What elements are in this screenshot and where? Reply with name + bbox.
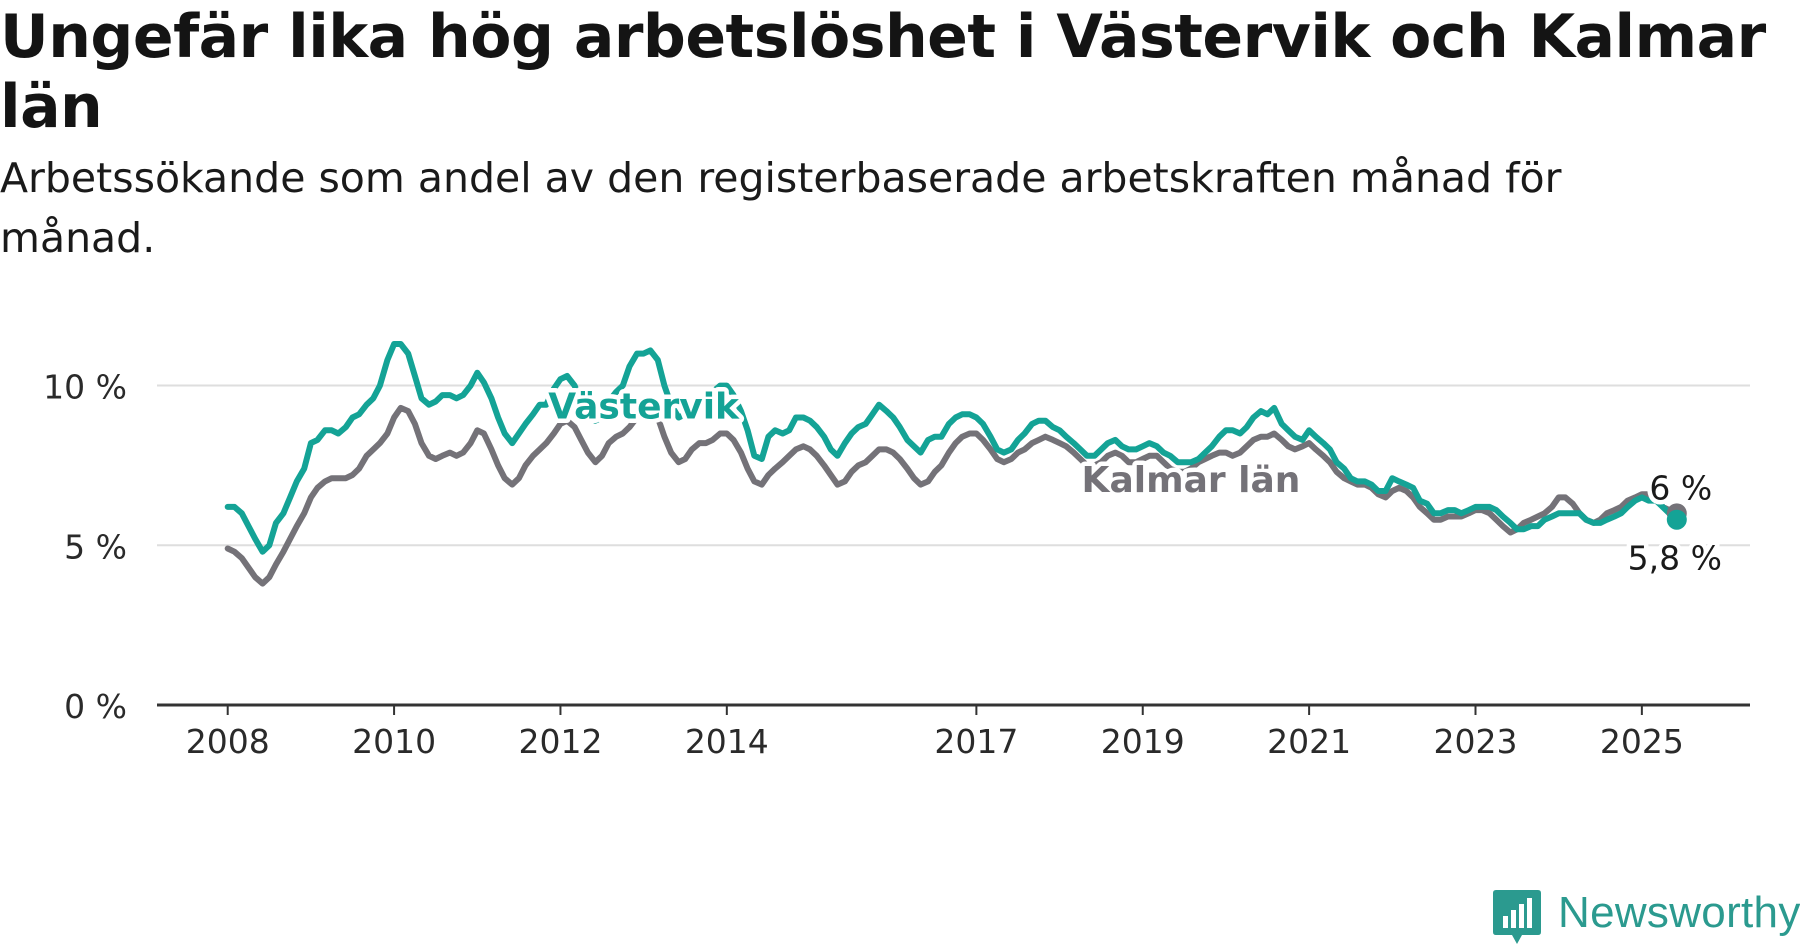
- newsworthy-wordmark: Newsworthy: [1558, 888, 1800, 937]
- x-tick-label: 2025: [1600, 722, 1684, 761]
- y-tick-label: 10 %: [43, 368, 127, 407]
- series-line-kalmar-lan: [224, 404, 1680, 587]
- series-labels: Västervik Kalmar län 6 % 5,8 %: [544, 382, 1727, 582]
- newsworthy-logo: Newsworthy: [1492, 888, 1800, 948]
- chart-subtitle: Arbetssökande som andel av den registerb…: [0, 154, 1562, 262]
- grid-lines: [157, 384, 1750, 547]
- x-axis: 2008 2010 2012 2014 2017 2019 2021 2023 2025: [157, 703, 1750, 761]
- series-label-vastervik: Västervik: [548, 386, 740, 427]
- end-point-vastervik: [1666, 509, 1687, 530]
- x-tick-label: 2012: [518, 722, 602, 761]
- x-tick-label: 2014: [685, 722, 769, 761]
- newsworthy-logo-icon: [1493, 890, 1541, 944]
- x-tick-label: 2023: [1433, 722, 1517, 761]
- y-axis-tick-labels: 0 % 5 % 10 %: [43, 368, 127, 726]
- x-tick-label: 2017: [934, 722, 1018, 761]
- end-value-label-vastervik: 5,8 %: [1628, 539, 1722, 578]
- x-tick-label: 2021: [1267, 722, 1351, 761]
- x-tick-label: 2019: [1101, 722, 1185, 761]
- y-tick-label: 0 %: [64, 687, 127, 726]
- series-label-kalmar-lan: Kalmar län: [1082, 460, 1301, 501]
- y-tick-label: 5 %: [64, 527, 127, 566]
- series-line-vastervik: [224, 341, 1680, 555]
- end-value-label-kalmar-lan: 6 %: [1649, 468, 1712, 507]
- x-tick-label: 2008: [186, 722, 270, 761]
- series-lines: [224, 341, 1687, 587]
- chart-title: Ungefär lika hög arbetslöshet i Västervi…: [0, 2, 1766, 142]
- x-tick-label: 2010: [352, 722, 436, 761]
